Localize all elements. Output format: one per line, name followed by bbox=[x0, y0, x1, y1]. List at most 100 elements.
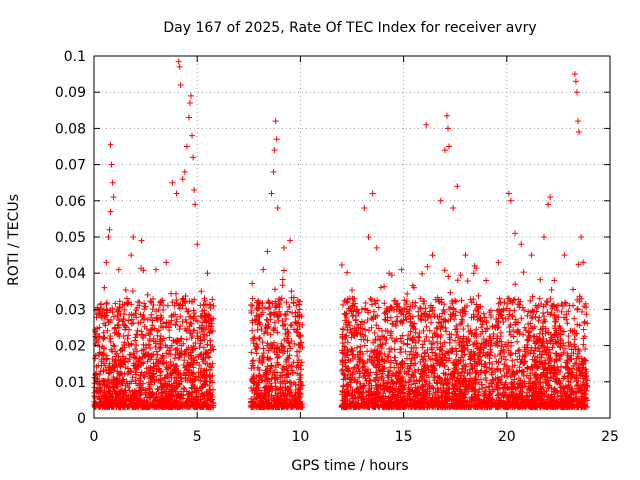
data-point bbox=[570, 302, 577, 309]
data-point bbox=[565, 332, 572, 339]
data-point bbox=[131, 362, 138, 369]
data-point bbox=[580, 326, 587, 333]
data-point bbox=[491, 353, 498, 360]
data-point bbox=[111, 364, 118, 371]
data-point bbox=[98, 387, 105, 394]
data-point bbox=[133, 342, 140, 349]
data-point bbox=[160, 306, 167, 313]
data-point bbox=[146, 337, 153, 344]
data-point bbox=[94, 388, 101, 395]
data-point bbox=[198, 390, 205, 397]
data-point bbox=[143, 326, 150, 333]
data-point bbox=[152, 402, 159, 409]
data-point bbox=[249, 280, 256, 287]
data-point bbox=[296, 301, 303, 308]
data-point bbox=[253, 350, 260, 357]
data-point bbox=[485, 383, 492, 390]
data-point bbox=[169, 299, 176, 306]
data-point bbox=[166, 378, 173, 385]
data-point bbox=[149, 317, 156, 324]
data-point bbox=[515, 347, 522, 354]
data-point bbox=[121, 344, 128, 351]
data-point bbox=[144, 316, 151, 323]
data-point bbox=[404, 290, 411, 297]
data-point bbox=[163, 350, 170, 357]
data-point bbox=[200, 344, 207, 351]
data-point bbox=[204, 341, 211, 348]
data-point bbox=[167, 363, 174, 370]
data-point bbox=[110, 342, 117, 349]
data-point bbox=[254, 327, 261, 334]
data-point bbox=[136, 302, 143, 309]
data-point bbox=[140, 267, 147, 274]
data-point bbox=[132, 334, 139, 341]
data-point bbox=[103, 352, 110, 359]
data-point bbox=[155, 327, 162, 334]
data-point bbox=[148, 402, 155, 409]
data-point bbox=[381, 283, 388, 290]
data-point bbox=[285, 330, 292, 337]
data-point bbox=[249, 327, 256, 334]
data-point bbox=[147, 345, 154, 352]
data-point bbox=[397, 345, 404, 352]
data-point bbox=[103, 300, 110, 307]
data-point bbox=[103, 356, 110, 363]
data-point bbox=[424, 263, 431, 270]
data-point bbox=[174, 337, 181, 344]
data-point bbox=[403, 298, 410, 305]
data-point bbox=[572, 332, 579, 338]
data-point bbox=[164, 344, 171, 351]
data-point bbox=[172, 322, 179, 329]
data-point bbox=[445, 273, 452, 280]
data-point bbox=[259, 339, 266, 346]
data-point bbox=[125, 332, 132, 339]
data-point bbox=[199, 328, 206, 335]
data-point bbox=[352, 316, 359, 323]
data-point bbox=[101, 392, 108, 399]
data-point bbox=[141, 300, 148, 307]
data-point bbox=[141, 306, 148, 313]
data-point bbox=[453, 322, 460, 329]
data-point bbox=[392, 354, 399, 361]
data-point bbox=[96, 396, 103, 403]
data-point bbox=[338, 261, 345, 268]
data-point bbox=[516, 301, 523, 308]
data-point bbox=[203, 332, 210, 339]
data-point bbox=[208, 320, 215, 327]
data-point bbox=[166, 334, 173, 341]
data-point bbox=[107, 333, 114, 340]
data-point bbox=[101, 383, 108, 390]
data-point bbox=[154, 361, 161, 368]
data-point bbox=[124, 396, 131, 403]
data-point bbox=[114, 312, 121, 319]
data-point bbox=[532, 313, 539, 320]
data-point bbox=[402, 348, 409, 355]
data-point bbox=[279, 282, 286, 289]
data-point bbox=[520, 331, 527, 338]
data-point bbox=[574, 321, 581, 328]
data-point bbox=[159, 297, 166, 304]
data-point bbox=[180, 340, 187, 347]
data-point bbox=[419, 270, 426, 277]
data-point bbox=[454, 277, 461, 284]
data-point bbox=[162, 323, 169, 330]
data-point bbox=[147, 327, 154, 334]
data-point bbox=[271, 286, 278, 293]
data-point bbox=[177, 323, 184, 330]
data-point bbox=[288, 288, 295, 295]
data-point bbox=[207, 337, 214, 344]
data-point bbox=[133, 331, 140, 338]
data-point bbox=[520, 269, 527, 276]
data-point bbox=[176, 326, 183, 333]
data-point bbox=[148, 326, 155, 333]
data-point bbox=[482, 360, 489, 367]
data-point bbox=[394, 313, 401, 320]
data-point bbox=[193, 354, 200, 361]
data-point bbox=[445, 366, 452, 373]
data-point bbox=[166, 347, 173, 354]
data-point bbox=[125, 317, 132, 324]
data-point bbox=[207, 346, 214, 353]
data-point bbox=[453, 351, 460, 358]
data-point bbox=[210, 402, 217, 409]
